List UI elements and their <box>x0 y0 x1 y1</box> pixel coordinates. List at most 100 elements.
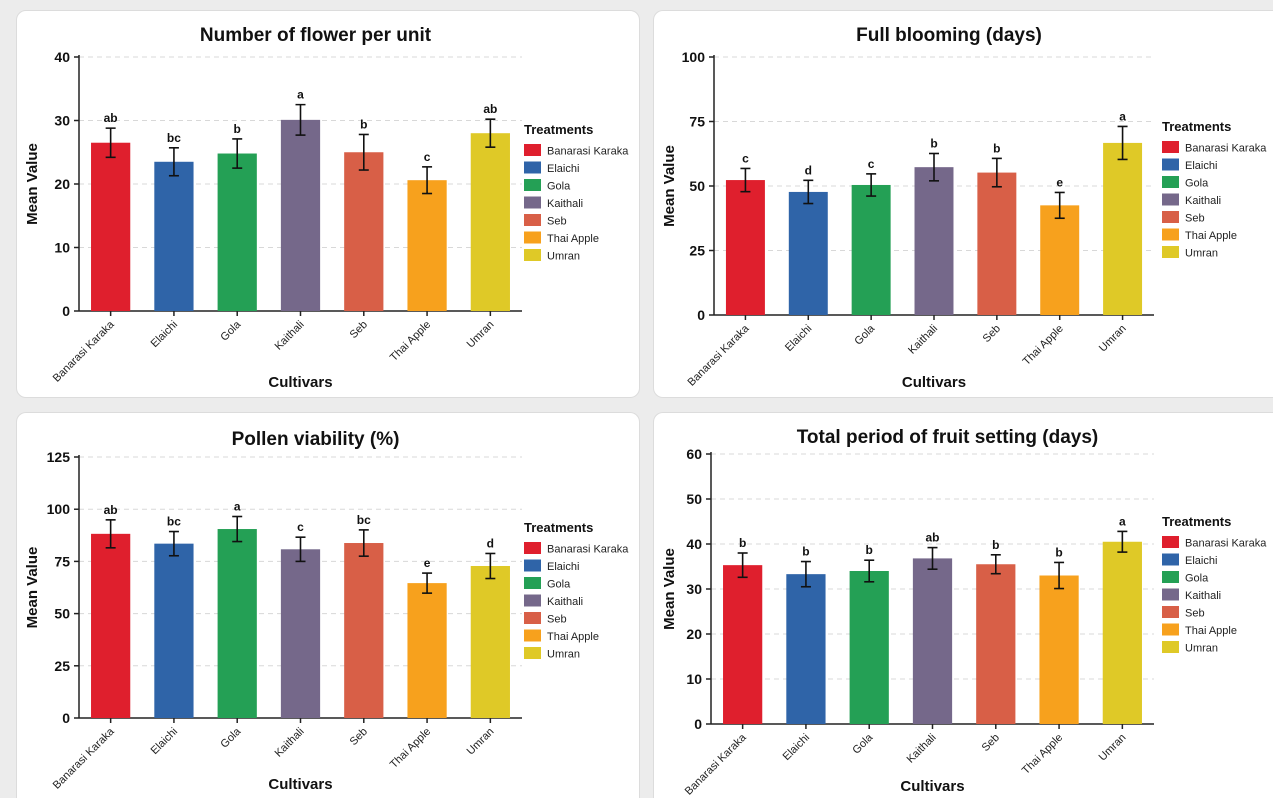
bar-seb <box>344 543 384 718</box>
significance-label: bc <box>167 515 181 529</box>
significance-label: ab <box>483 102 497 116</box>
chart-panel-fruit-setting: Total period of fruit setting (days) 0 10 2… <box>653 412 1273 798</box>
x-tick-label: Kaithali <box>273 319 307 353</box>
significance-label: a <box>297 88 304 102</box>
legend-swatch <box>1162 158 1179 171</box>
significance-label: b <box>739 536 746 550</box>
legend-swatch <box>524 161 541 174</box>
y-tick-label: 75 <box>689 114 705 130</box>
bar-kaithali <box>912 558 953 724</box>
legend-label: Thai Apple <box>1185 230 1237 242</box>
y-tick-label: 40 <box>54 49 70 65</box>
legend-label: Umran <box>1185 643 1218 655</box>
significance-label: b <box>802 545 809 559</box>
y-tick-label: 20 <box>686 626 702 642</box>
x-tick-label: Kaithali <box>273 726 307 760</box>
legend-label: Seb <box>547 614 567 626</box>
legend-swatch <box>524 231 541 244</box>
bar-kaithali <box>280 549 321 718</box>
legend-swatch <box>1162 228 1179 241</box>
legend-label: Kaithali <box>547 596 583 608</box>
legend-title: Treatments <box>1162 119 1231 134</box>
x-tick-label: Gola <box>850 731 876 757</box>
significance-label: b <box>992 538 999 552</box>
significance-label: d <box>805 163 812 177</box>
legend-label: Thai Apple <box>1185 625 1237 637</box>
y-tick-label: 0 <box>694 716 702 732</box>
legend-swatch <box>1162 193 1179 206</box>
chart-panel-full-blooming: Full blooming (days) 0 25 50 75 100 c Banarasi … <box>653 10 1273 398</box>
x-tick-label: Umran <box>465 726 497 758</box>
significance-label: c <box>742 151 749 165</box>
x-tick-label: Gola <box>218 318 244 344</box>
legend-swatch <box>1162 641 1179 653</box>
y-tick-label: 50 <box>689 178 705 194</box>
x-tick-label: Gola <box>218 725 244 751</box>
legend-swatch <box>524 612 541 624</box>
significance-label: ab <box>104 111 118 125</box>
legend-swatch <box>524 542 541 554</box>
legend-swatch <box>1162 571 1179 583</box>
legend-swatch <box>524 179 541 191</box>
x-tick-label: Banarasi Karaka <box>683 731 750 798</box>
x-axis-label: Cultivars <box>902 374 966 391</box>
chart-svg: Pollen viability (%) 0 25 50 75 100 125 ab Banar… <box>24 429 629 793</box>
chart-panel-pollen-viability: Pollen viability (%) 0 25 50 75 100 125 ab Banar… <box>16 412 640 798</box>
legend-label: Gola <box>547 181 571 193</box>
y-tick-label: 40 <box>686 536 702 552</box>
legend-label: Gola <box>1185 573 1209 585</box>
y-axis-label: Mean Value <box>661 145 678 227</box>
y-tick-label: 25 <box>689 243 705 259</box>
legend-label: Kaithali <box>1185 590 1221 602</box>
significance-label: c <box>297 520 304 534</box>
y-tick-label: 75 <box>54 553 70 569</box>
x-tick-label: Gola <box>852 322 878 348</box>
bar-thai-apple <box>407 583 447 718</box>
bar-thai-apple <box>1039 575 1079 724</box>
bar-seb <box>344 152 384 311</box>
significance-label: c <box>868 157 875 171</box>
bar-elaichi <box>154 543 194 718</box>
legend-swatch <box>524 629 541 642</box>
legend-label: Seb <box>547 216 567 228</box>
chart-title: Full blooming (days) <box>856 25 1042 46</box>
legend-label: Gola <box>547 579 571 591</box>
legend-label: Umran <box>1185 248 1218 260</box>
x-tick-label: Thai Apple <box>388 319 433 364</box>
bar-banarasi-karaka <box>723 565 763 724</box>
legend-swatch <box>524 214 541 226</box>
legend-swatch <box>1162 176 1179 188</box>
chart-title: Number of flower per unit <box>200 25 432 46</box>
bar-elaichi <box>788 191 828 315</box>
y-tick-label: 30 <box>686 581 702 597</box>
x-tick-label: Kaithali <box>906 323 940 357</box>
x-tick-label: Seb <box>348 319 370 341</box>
y-tick-label: 100 <box>47 501 71 517</box>
y-axis-label: Mean Value <box>661 548 678 630</box>
bar-elaichi <box>154 161 194 311</box>
x-tick-label: Thai Apple <box>388 726 433 771</box>
x-tick-label: Banarasi Karaka <box>51 725 118 792</box>
x-tick-label: Seb <box>348 726 370 748</box>
bar-umran <box>470 133 510 311</box>
significance-label: b <box>930 136 937 150</box>
x-tick-label: Elaichi <box>149 726 180 757</box>
bar-seb <box>977 172 1017 315</box>
legend-label: Seb <box>1185 213 1205 225</box>
y-tick-label: 60 <box>686 446 702 462</box>
legend-label: Kaithali <box>1185 195 1221 207</box>
chart-panel-flowers: Number of flower per unit 0 10 20 30 40 ab Bana… <box>16 10 640 398</box>
chart-title: Pollen viability (%) <box>232 429 400 450</box>
bar-thai-apple <box>1040 205 1080 315</box>
y-axis-label: Mean Value <box>24 547 41 629</box>
significance-label: bc <box>167 131 181 145</box>
legend-swatch <box>1162 606 1179 618</box>
significance-label: b <box>866 543 873 557</box>
bar-gola <box>851 184 891 315</box>
x-tick-label: Thai Apple <box>1021 323 1066 368</box>
x-axis-label: Cultivars <box>268 374 332 391</box>
x-tick-label: Elaichi <box>781 732 812 763</box>
x-tick-label: Banarasi Karaka <box>51 318 118 385</box>
chart-title: Total period of fruit setting (days) <box>797 427 1099 448</box>
legend-title: Treatments <box>1162 514 1231 529</box>
